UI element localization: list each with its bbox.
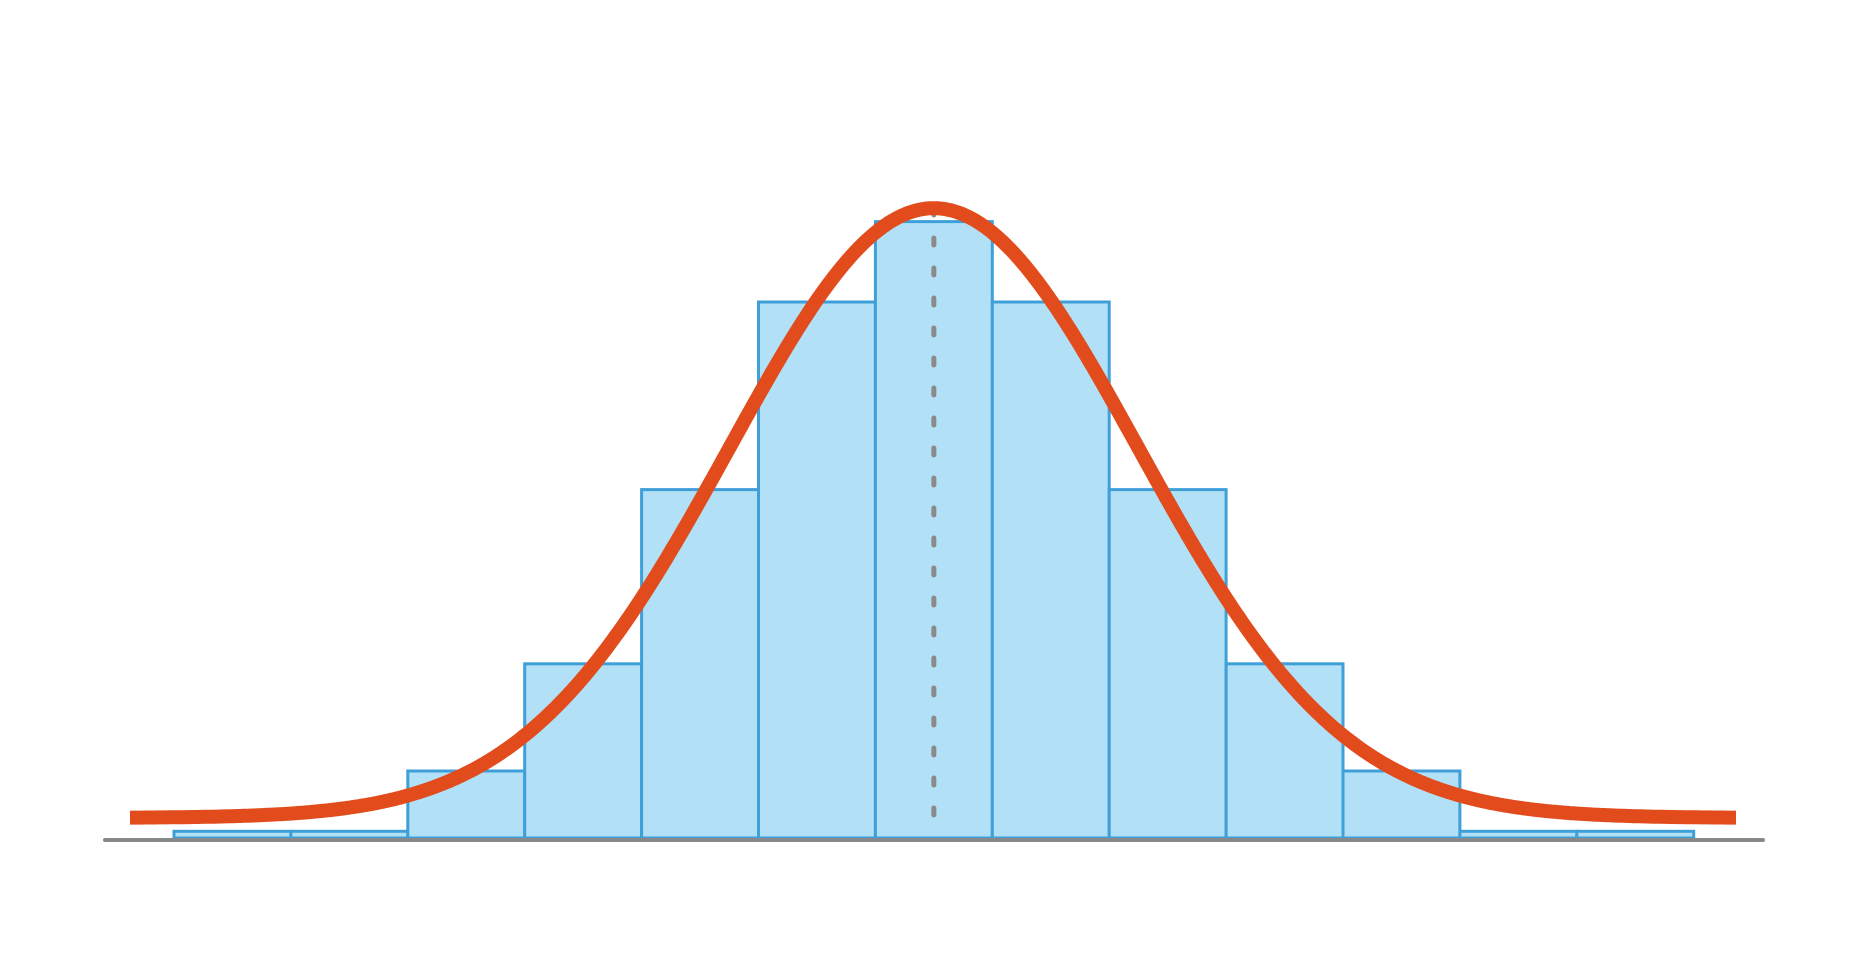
histogram-bar-6 — [1575, 829, 1696, 840]
histogram-bar--4 — [406, 769, 527, 840]
histogram-bar--5 — [289, 829, 410, 840]
histogram-bar--6 — [172, 829, 293, 840]
histogram-bar--3 — [523, 662, 644, 840]
histogram-bar-3 — [1224, 662, 1345, 840]
histogram-bar-0 — [873, 220, 994, 840]
histogram-bar-1 — [990, 300, 1111, 840]
histogram-bar-5 — [1458, 829, 1579, 840]
normal-curve — [125, 201, 1741, 825]
histogram-bars — [172, 220, 1696, 840]
histogram-bar-4 — [1341, 769, 1462, 840]
histogram-bar--1 — [757, 300, 877, 840]
histogram-bar--2 — [640, 488, 760, 840]
histogram-bar-2 — [1107, 488, 1228, 840]
normal-distribution-curve — [125, 201, 1741, 825]
